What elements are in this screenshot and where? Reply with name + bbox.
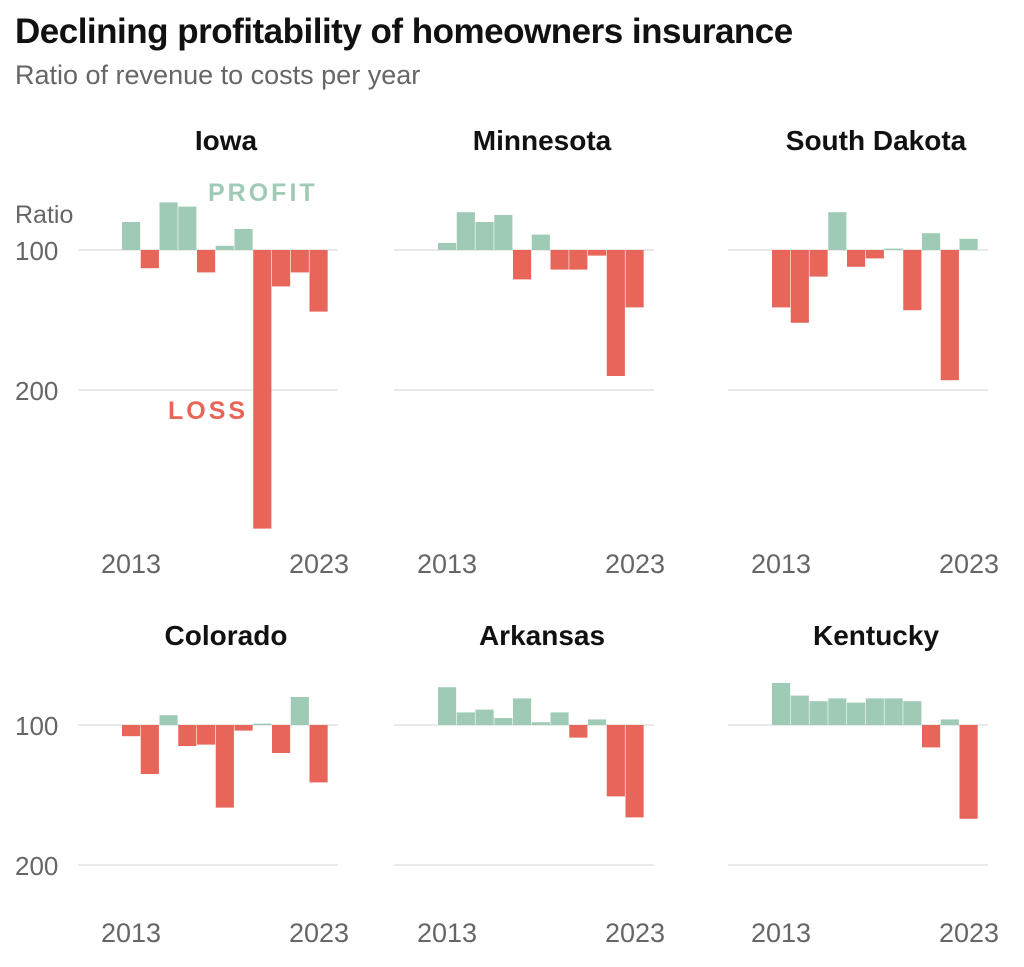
bar-colorado-2014	[140, 725, 159, 774]
chart-subtitle: Ratio of revenue to costs per year	[15, 60, 421, 90]
bar-kentucky-2013	[772, 683, 791, 725]
x-tick-label: 2013	[751, 918, 811, 948]
y-tick-label: 200	[15, 376, 58, 406]
bar-iowa-2013	[122, 222, 141, 250]
bar-minnesota-2021	[588, 250, 607, 256]
panel-title-iowa: Iowa	[195, 125, 258, 156]
x-tick-label: 2013	[751, 549, 811, 579]
y-tick-label: 200	[15, 851, 58, 881]
panel-title-colorado: Colorado	[165, 620, 288, 651]
bar-south-dakota-2015	[809, 250, 828, 277]
panel-title-kentucky: Kentucky	[813, 620, 939, 651]
bar-south-dakota-2016	[828, 212, 847, 250]
bar-kentucky-2014	[790, 695, 809, 725]
bar-iowa-2019	[234, 229, 253, 250]
bar-arkansas-2013	[438, 687, 457, 725]
bar-iowa-2015	[159, 202, 178, 250]
bar-kentucky-2022	[940, 719, 959, 725]
bar-kentucky-2018	[865, 698, 884, 725]
bar-arkansas-2020	[569, 725, 588, 738]
x-tick-label: 2013	[417, 549, 477, 579]
bar-iowa-2017	[197, 250, 216, 273]
x-tick-label: 2013	[101, 918, 161, 948]
bar-arkansas-2016	[494, 718, 513, 725]
x-tick-label: 2023	[605, 549, 665, 579]
bar-arkansas-2022	[606, 725, 625, 797]
bar-minnesota-2018	[531, 234, 550, 250]
bar-colorado-2013	[122, 725, 141, 737]
y-tick-label: 100	[15, 711, 58, 741]
x-tick-label: 2023	[605, 918, 665, 948]
panel-title-south-dakota: South Dakota	[786, 125, 967, 156]
bar-arkansas-2014	[456, 712, 475, 725]
x-tick-label: 2023	[939, 549, 999, 579]
bar-arkansas-2019	[550, 712, 569, 725]
bar-arkansas-2017	[513, 698, 532, 725]
bar-kentucky-2020	[903, 701, 922, 725]
bar-colorado-2022	[290, 697, 309, 725]
bar-arkansas-2021	[588, 719, 607, 725]
bar-colorado-2020	[253, 723, 272, 725]
bar-south-dakota-2014	[790, 250, 809, 323]
bar-arkansas-2018	[531, 722, 550, 725]
bar-minnesota-2013	[438, 243, 457, 250]
bar-south-dakota-2013	[772, 250, 791, 308]
profit-annotation: PROFIT	[208, 179, 318, 207]
bar-colorado-2019	[234, 725, 253, 731]
bar-colorado-2023	[309, 725, 328, 783]
x-tick-label: 2023	[939, 918, 999, 948]
bar-south-dakota-2017	[847, 250, 866, 267]
loss-annotation: LOSS	[168, 397, 248, 425]
bar-south-dakota-2020	[903, 250, 922, 311]
bar-iowa-2023	[309, 250, 328, 312]
bar-minnesota-2022	[606, 250, 625, 376]
bar-kentucky-2017	[847, 702, 866, 725]
y-axis-label: Ratio	[15, 201, 73, 229]
panel-title-minnesota: Minnesota	[473, 125, 612, 156]
bar-minnesota-2017	[513, 250, 532, 280]
bar-kentucky-2023	[959, 725, 978, 819]
bar-south-dakota-2018	[865, 250, 884, 259]
bar-kentucky-2015	[809, 701, 828, 725]
bar-minnesota-2015	[475, 222, 494, 250]
panel-title-arkansas: Arkansas	[479, 620, 605, 651]
bar-kentucky-2016	[828, 698, 847, 725]
bar-minnesota-2014	[456, 212, 475, 250]
bar-south-dakota-2021	[922, 233, 941, 250]
bar-colorado-2015	[159, 715, 178, 725]
bar-arkansas-2015	[475, 709, 494, 725]
chart-title: Declining profitability of homeowners in…	[15, 12, 793, 51]
bar-iowa-2020	[253, 250, 272, 529]
bar-south-dakota-2022	[940, 250, 959, 381]
bar-minnesota-2023	[625, 250, 644, 308]
bar-minnesota-2019	[550, 250, 569, 270]
bar-kentucky-2019	[884, 698, 903, 725]
x-tick-label: 2013	[417, 918, 477, 948]
bar-arkansas-2023	[625, 725, 644, 818]
bar-colorado-2021	[272, 725, 291, 753]
bar-minnesota-2016	[494, 215, 513, 250]
bar-south-dakota-2019	[884, 248, 903, 250]
bar-iowa-2018	[215, 245, 234, 250]
bar-colorado-2018	[215, 725, 234, 808]
bar-iowa-2014	[140, 250, 159, 269]
bar-iowa-2022	[290, 250, 309, 273]
bar-minnesota-2020	[569, 250, 588, 270]
bar-colorado-2016	[178, 725, 197, 746]
bar-iowa-2021	[272, 250, 291, 287]
bar-kentucky-2021	[922, 725, 941, 748]
y-tick-label: 100	[15, 236, 58, 266]
x-tick-label: 2023	[289, 918, 349, 948]
x-tick-label: 2023	[289, 549, 349, 579]
bar-colorado-2017	[197, 725, 216, 745]
x-tick-label: 2013	[101, 549, 161, 579]
bar-iowa-2016	[178, 206, 197, 250]
bar-south-dakota-2023	[959, 238, 978, 250]
